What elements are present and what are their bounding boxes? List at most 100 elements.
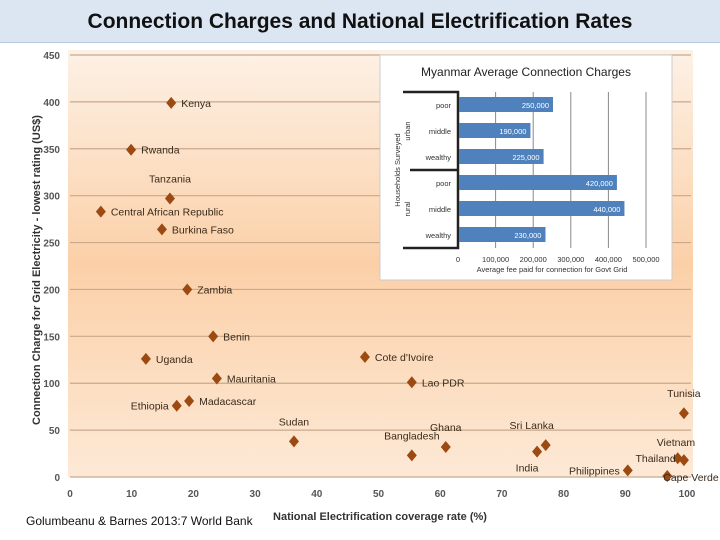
data-point xyxy=(406,449,417,462)
point-label: Sudan xyxy=(279,416,310,428)
data-point xyxy=(622,464,633,477)
point-label: Lao PDR xyxy=(422,377,465,389)
y-tick-label: 150 xyxy=(43,332,60,343)
data-point xyxy=(95,205,106,218)
data-point xyxy=(182,283,193,296)
inset-x-label: Average fee paid for connection for Govt… xyxy=(477,265,628,274)
inset-category-label: wealthy xyxy=(425,231,452,240)
data-point xyxy=(166,96,177,109)
data-point xyxy=(288,435,299,448)
point-label: Zambia xyxy=(197,284,232,296)
x-tick-label: 60 xyxy=(435,489,447,500)
inset-category-label: poor xyxy=(436,179,452,188)
inset-bar-label: 250,000 xyxy=(522,101,549,110)
point-label: Uganda xyxy=(156,354,193,366)
x-tick-label: 100 xyxy=(679,489,696,500)
point-label: Sri Lanka xyxy=(510,420,555,432)
data-point xyxy=(406,376,417,389)
data-point xyxy=(440,440,451,453)
inset-title: Myanmar Average Connection Charges xyxy=(421,65,631,79)
inset-bar-label: 225,000 xyxy=(512,153,539,162)
inset-bar-label: 190,000 xyxy=(499,127,526,136)
y-tick-label: 200 xyxy=(43,285,60,296)
point-label: Burkina Faso xyxy=(172,224,234,236)
data-point xyxy=(171,399,182,412)
inset-bar xyxy=(459,97,553,112)
x-tick-label: 70 xyxy=(496,489,508,500)
point-label: Philippines xyxy=(569,465,620,477)
data-point xyxy=(126,143,137,156)
inset-category-label: middle xyxy=(429,127,451,136)
x-tick-label: 0 xyxy=(67,489,73,500)
data-point xyxy=(678,407,689,420)
inset-group-label: urban xyxy=(403,121,412,140)
point-label: Mauritania xyxy=(227,374,276,386)
y-axis-label: Connection Charge for Grid Electricity -… xyxy=(31,115,43,425)
data-point xyxy=(140,352,151,365)
x-tick-label: 80 xyxy=(558,489,570,500)
y-tick-label: 250 xyxy=(43,239,60,250)
x-tick-label: 90 xyxy=(620,489,632,500)
y-tick-label: 300 xyxy=(43,192,60,203)
x-tick-label: 40 xyxy=(311,489,323,500)
point-label: India xyxy=(516,463,539,475)
point-label: Tanzania xyxy=(149,173,191,185)
point-label: Cape Verde xyxy=(663,472,719,484)
point-label: Thailand xyxy=(635,453,675,465)
slide-title: Connection Charges and National Electrif… xyxy=(87,10,633,33)
y-tick-label: 100 xyxy=(43,379,60,390)
source-note: Golumbeanu & Barnes 2013:7 World Bank xyxy=(26,514,253,528)
data-point xyxy=(164,192,175,205)
point-label: Cote d'Ivoire xyxy=(375,352,434,364)
point-label: Kenya xyxy=(181,98,211,110)
inset-x-tick: 300,000 xyxy=(557,255,584,264)
data-point xyxy=(672,452,683,465)
point-label: Madacascar xyxy=(199,396,257,408)
point-label: Ghana xyxy=(430,422,462,434)
inset-bar xyxy=(459,201,625,216)
inset-axis-bracket xyxy=(403,90,460,250)
inset-bar xyxy=(459,175,617,190)
data-point xyxy=(359,350,370,363)
data-point xyxy=(532,445,543,458)
y-tick-label: 450 xyxy=(43,51,60,62)
inset-x-tick: 500,000 xyxy=(632,255,659,264)
inset-x-tick: 400,000 xyxy=(595,255,622,264)
data-point xyxy=(208,330,219,343)
inset-bar xyxy=(459,123,531,138)
inset-x-tick: 0 xyxy=(456,255,460,264)
x-tick-label: 20 xyxy=(188,489,200,500)
data-point xyxy=(156,223,167,236)
point-label: Tunisia xyxy=(667,388,701,400)
point-label: Vietnam xyxy=(657,437,696,449)
y-tick-label: 350 xyxy=(43,145,60,156)
point-label: Ethiopia xyxy=(131,401,169,413)
inset-bar-label: 440,000 xyxy=(593,205,620,214)
data-point xyxy=(662,470,673,483)
data-point xyxy=(184,395,195,408)
data-point xyxy=(540,439,551,452)
point-label: Bangladesh xyxy=(384,430,440,442)
point-label: Central African Republic xyxy=(111,207,224,219)
inset-category-label: wealthy xyxy=(425,153,452,162)
inset-y-label: Households Surveyed xyxy=(393,133,402,206)
inset-x-tick: 200,000 xyxy=(520,255,547,264)
inset-bar xyxy=(459,227,546,242)
inset-x-tick: 100,000 xyxy=(482,255,509,264)
y-tick-label: 400 xyxy=(43,98,60,109)
x-axis-label: National Electrification coverage rate (… xyxy=(273,511,487,523)
point-label: Rwanda xyxy=(141,145,180,157)
x-tick-label: 10 xyxy=(126,489,138,500)
inset-bar-label: 230,000 xyxy=(514,231,541,240)
y-tick-label: 0 xyxy=(54,473,60,484)
inset-category-label: poor xyxy=(436,101,452,110)
inset-bar-label: 420,000 xyxy=(586,179,613,188)
inset-group-label: rural xyxy=(403,201,412,216)
inset-bar xyxy=(459,149,544,164)
x-tick-label: 30 xyxy=(250,489,262,500)
title-band xyxy=(0,0,720,43)
data-point xyxy=(211,372,222,385)
x-tick-label: 50 xyxy=(373,489,385,500)
point-label: Benin xyxy=(223,331,250,343)
